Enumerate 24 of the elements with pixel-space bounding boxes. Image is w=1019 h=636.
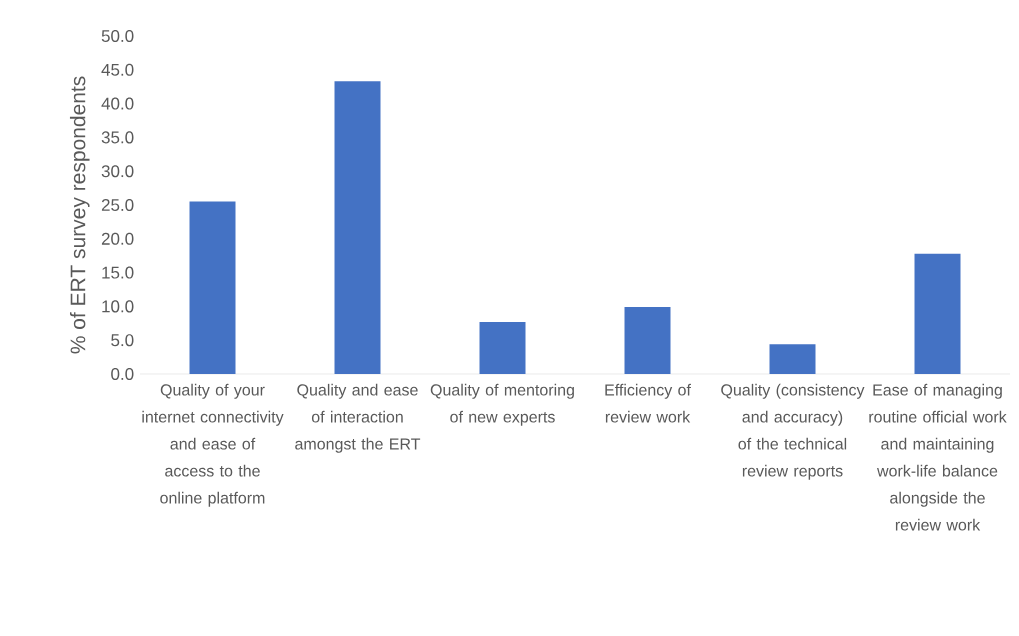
bar xyxy=(624,307,671,374)
bar xyxy=(334,81,381,374)
x-tick-label: Efficiency of review work xyxy=(605,383,691,423)
bar xyxy=(189,201,236,374)
y-tick-label: 15.0 xyxy=(102,266,134,279)
y-tick-label: 5.0 xyxy=(111,334,134,347)
x-tick-label: Quality and ease of interaction amongst the ERT xyxy=(295,383,421,453)
y-tick-label: 50.0 xyxy=(101,29,134,43)
y-tick-label: 10.0 xyxy=(102,300,134,313)
x-tick-label: Quality of your internet connectivity and ease of access to the online platform xyxy=(142,383,284,507)
y-axis-title: % of ERT survey respondents xyxy=(69,76,90,354)
x-tick-label: Quality of mentoring of new experts xyxy=(430,383,574,426)
bar xyxy=(479,321,526,374)
y-tick-label: 30.0 xyxy=(101,165,134,178)
y-tick-label: 0.0 xyxy=(111,367,134,381)
y-tick-label: 20.0 xyxy=(101,232,134,245)
y-tick-label: 25.0 xyxy=(101,198,134,212)
y-tick-label: 45.0 xyxy=(101,63,134,76)
x-tick-label: Quality (consistency and accuracy) of the technical review reports xyxy=(721,383,865,480)
x-tick-label: Ease of managing routine official work and maintaining work-life balance alongside the review work xyxy=(869,383,1007,531)
y-tick-label: 35.0 xyxy=(101,131,134,144)
y-tick-label: 40.0 xyxy=(101,97,134,110)
bar xyxy=(914,253,961,374)
bar xyxy=(769,344,816,374)
